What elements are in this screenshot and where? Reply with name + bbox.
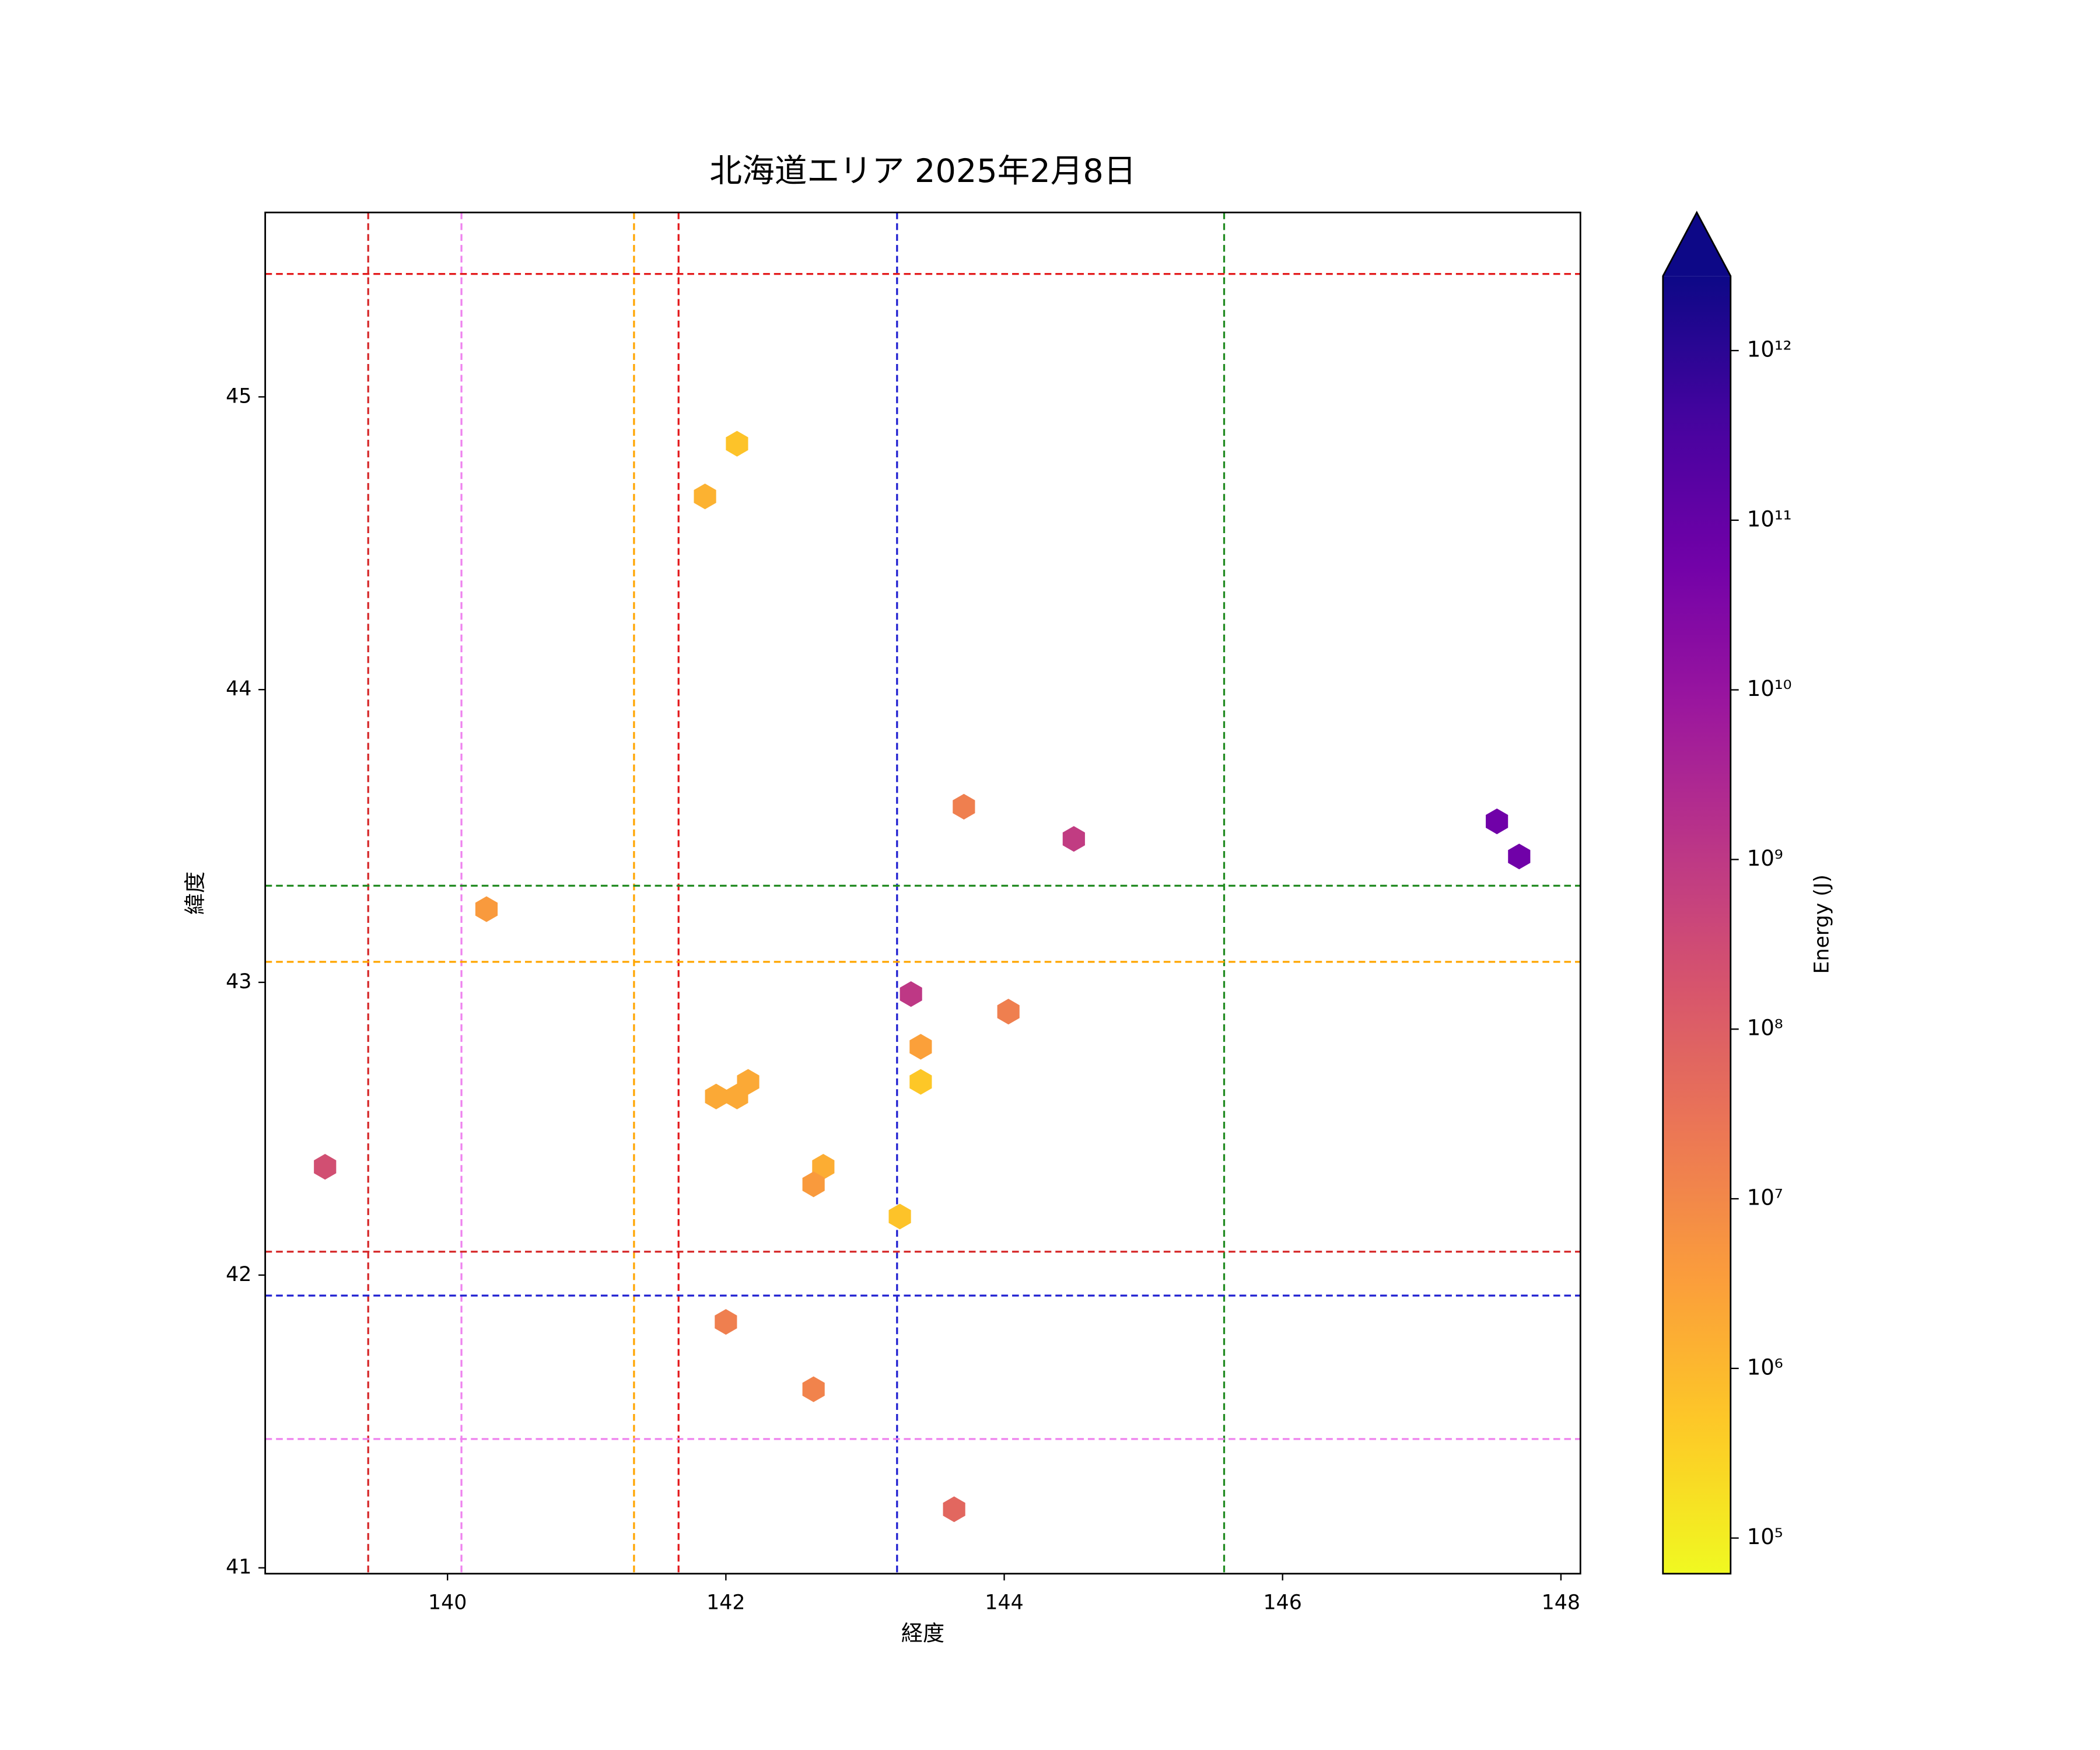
axes-frame: [264, 211, 1581, 1575]
x-tick-label: 140: [428, 1591, 467, 1615]
hexbin-cell: [900, 981, 922, 1007]
hexbin-cell: [475, 896, 498, 922]
colorbar-extension: [1662, 212, 1731, 276]
colorbar-tick-label: 10⁹: [1747, 846, 1783, 871]
hexbin-cell: [1486, 808, 1508, 835]
y-tick-label: 45: [226, 384, 251, 408]
hexbin-cell: [705, 1083, 727, 1110]
x-tick-label: 146: [1264, 1591, 1302, 1615]
hexbin-cell: [802, 1171, 825, 1198]
colorbar-tick-label: 10⁷: [1747, 1185, 1783, 1210]
x-axis-label: 経度: [901, 1621, 944, 1646]
hexbin-cell: [909, 1034, 932, 1060]
y-tick-label: 41: [226, 1556, 251, 1579]
x-tick-label: 144: [985, 1591, 1023, 1615]
hexbin-cell: [888, 1203, 911, 1230]
hexbin-cell: [909, 1069, 932, 1095]
x-tick-label: 142: [706, 1591, 745, 1615]
plot-area: [265, 212, 1581, 1574]
hexbin-cell: [812, 1154, 835, 1180]
y-tick-label: 42: [226, 1263, 251, 1286]
colorbar-tick-label: 10¹⁰: [1747, 676, 1792, 701]
hexbin-cell: [726, 430, 748, 457]
y-tick-label: 44: [226, 677, 251, 701]
x-tick-label: 148: [1542, 1591, 1580, 1615]
hexbin-cell: [802, 1376, 825, 1402]
hexbin-cell: [1062, 826, 1085, 852]
colorbar-tick-label: 10¹¹: [1747, 506, 1792, 531]
hexbin-cell: [726, 1083, 748, 1110]
hexbin-cell: [694, 483, 716, 510]
hexbin-cell: [314, 1154, 337, 1180]
colorbar-label: Energy (J): [1810, 874, 1833, 974]
hexbin-cell: [1508, 844, 1531, 870]
hexbin-cell: [953, 793, 975, 820]
y-axis-label: 緯度: [183, 872, 208, 915]
hexbin-cell: [943, 1496, 965, 1522]
colorbar: [1662, 276, 1731, 1574]
y-tick-label: 43: [226, 970, 251, 993]
colorbar-tick-label: 10¹²: [1747, 337, 1792, 362]
hexbin-cell: [997, 999, 1020, 1025]
colorbar-outline: [1662, 211, 1732, 1575]
hexbin-cell: [715, 1309, 737, 1335]
colorbar-tick-label: 10⁸: [1747, 1016, 1783, 1041]
colorbar-tick-label: 10⁵: [1747, 1524, 1783, 1549]
chart-title: 北海道エリア 2025年2月8日: [709, 152, 1136, 190]
colorbar-tick-label: 10⁶: [1747, 1354, 1783, 1380]
